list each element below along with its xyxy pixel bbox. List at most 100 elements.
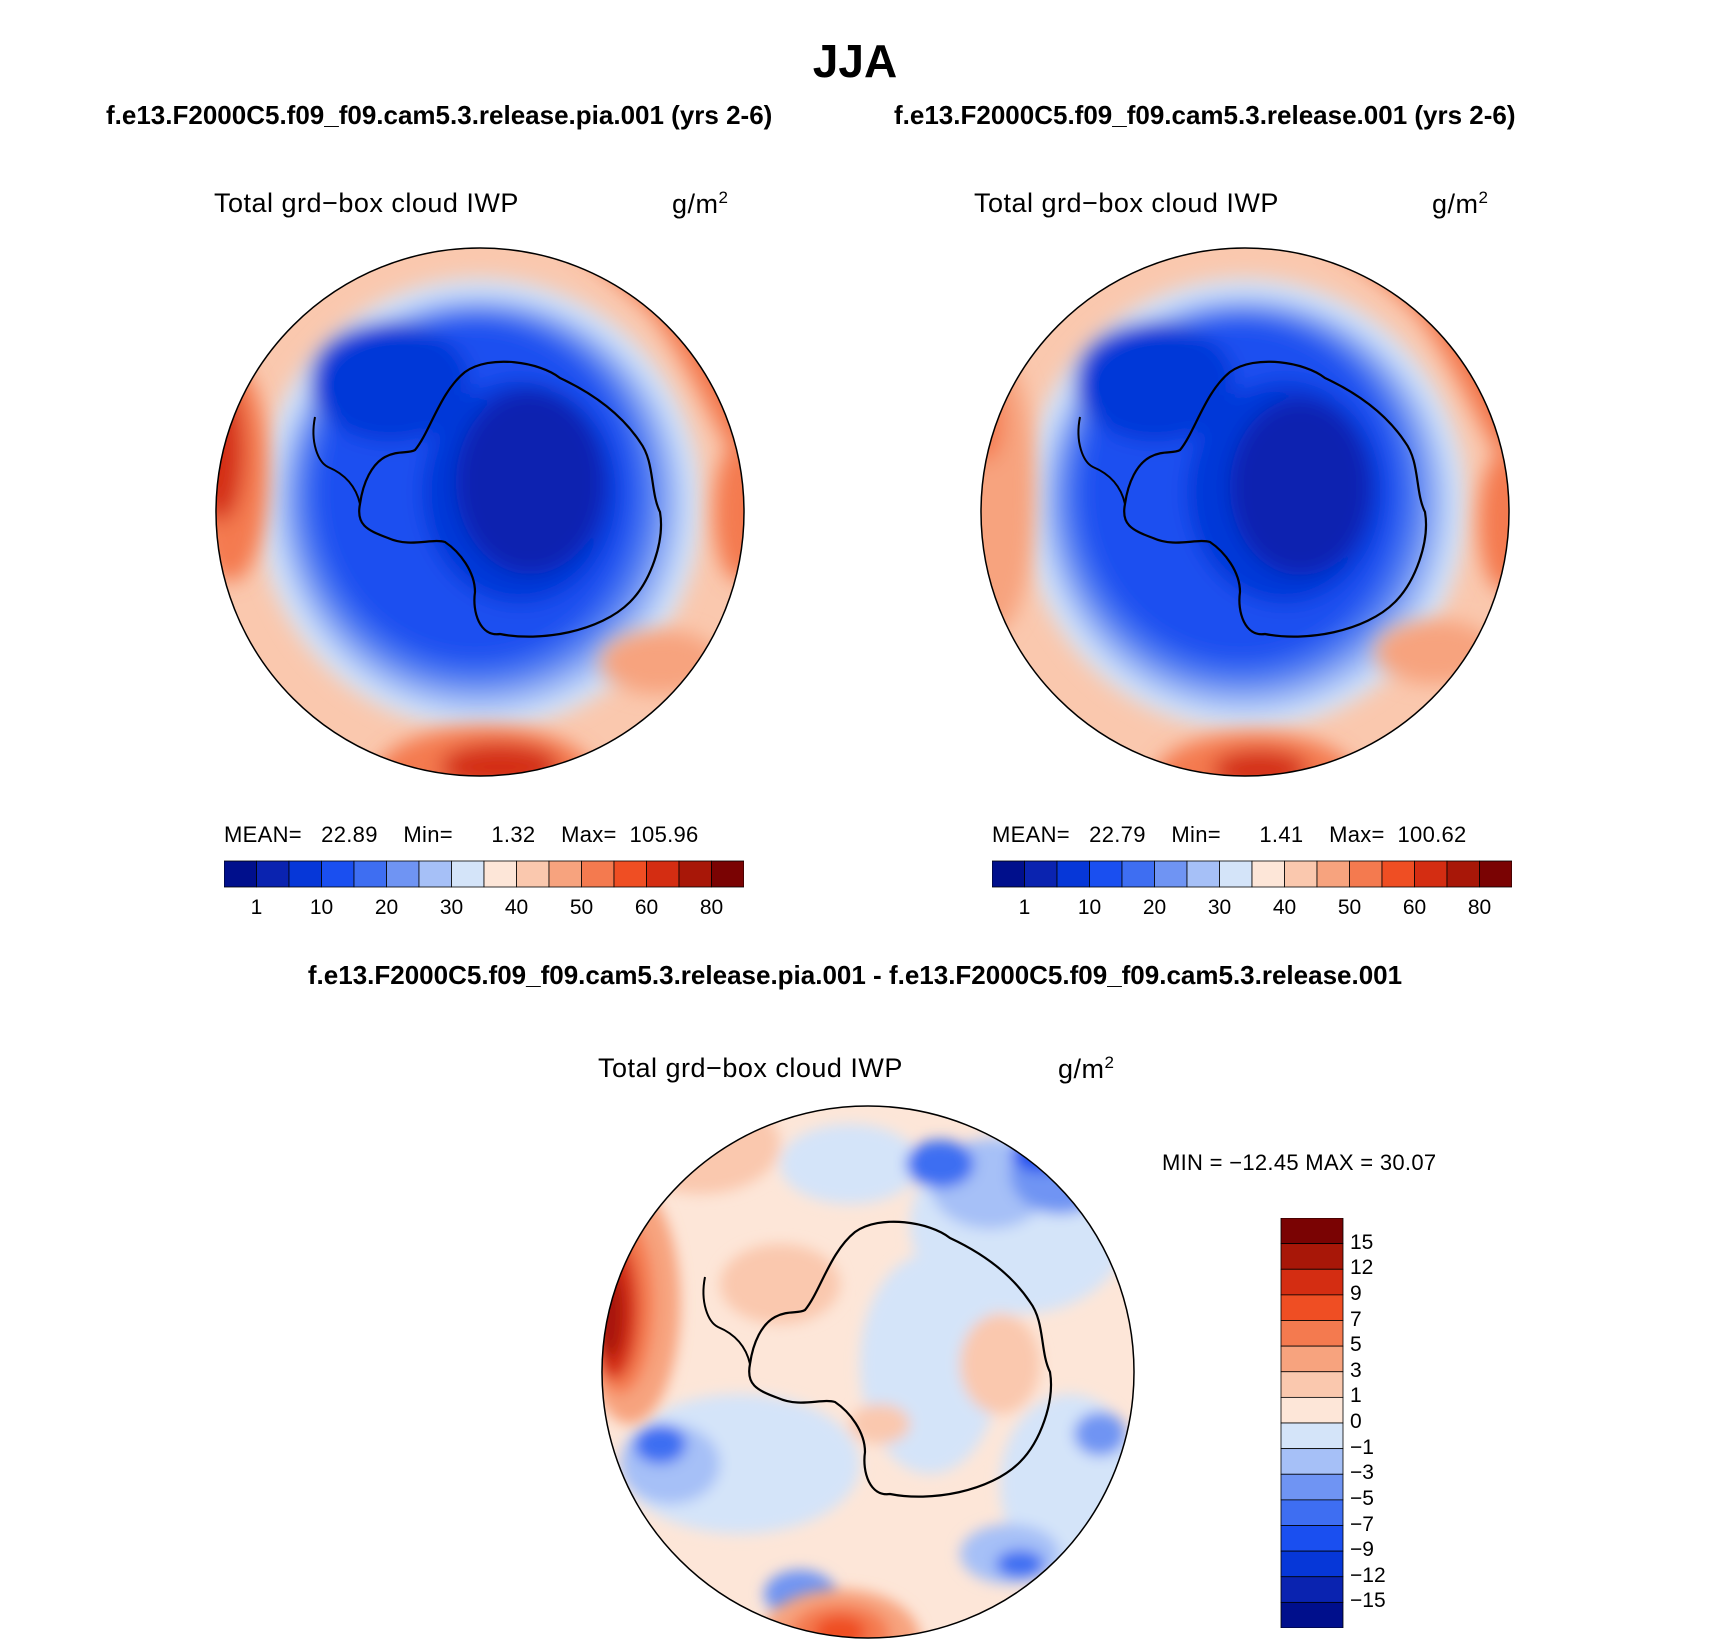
diff-colorbar-swatch [1280,1601,1344,1628]
diff-colorbar-tick-label: −15 [1350,1589,1386,1613]
diff-colorbar-swatch [1280,1294,1344,1321]
diff-colorbar [1280,1218,1344,1628]
diff-units-label: g/m2 [1058,1053,1114,1085]
left-colorbar-swatch [646,860,680,888]
left-mean-label: MEAN= [224,822,302,847]
diff-colorbar-swatch [1280,1525,1344,1552]
right-mean-value: 22.79 [1089,822,1146,847]
left-panel-case-title: f.e13.F2000C5.f09_f09.cam5.3.release.pia… [106,100,773,130]
left-colorbar [224,860,744,888]
right-colorbar-swatch [1089,860,1123,888]
right-min-label: Min= [1171,822,1221,847]
diff-colorbar-tick-label: −5 [1350,1486,1374,1510]
left-colorbar-tick-label: 80 [699,896,724,919]
right-colorbar-tick-label: 20 [1142,896,1167,919]
left-units-base: g/m [672,189,719,219]
right-panel-case-title: f.e13.F2000C5.f09_f09.cam5.3.release.001… [894,100,1516,130]
right-colorbar-swatch [992,860,1025,888]
left-mean-value: 22.89 [321,822,378,847]
right-colorbar-swatch [1186,860,1220,888]
left-colorbar-tick-label: 30 [439,896,464,919]
left-variable-label: Total grd−box cloud IWP [214,188,519,218]
difference-polar-map [600,1104,1136,1640]
right-units-base: g/m [1432,189,1479,219]
diff-variable-label: Total grd−box cloud IWP [598,1053,903,1083]
diff-colorbar-ticks: 15 12 9 7 5 3 1 0 −1 −3 −5 −7 −9 −12 −15 [1350,1218,1430,1628]
left-colorbar-swatch [581,860,615,888]
left-colorbar-ticks: 1 10 20 30 40 50 60 80 [224,896,744,922]
left-colorbar-tick-label: 20 [374,896,399,919]
diff-colorbar-tick-label: 3 [1350,1358,1362,1382]
right-colorbar-tick-label: 10 [1077,896,1102,919]
left-colorbar-tick-label: 10 [309,896,334,919]
diff-colorbar-tick-label: 7 [1350,1307,1362,1331]
diff-colorbar-swatch [1280,1320,1344,1347]
left-colorbar-swatch [483,860,517,888]
left-colorbar-tick-label: 50 [569,896,594,919]
left-max-label: Max= [561,822,617,847]
right-colorbar-swatch [1381,860,1415,888]
right-colorbar-swatch [1479,860,1512,888]
diff-colorbar-swatch [1280,1550,1344,1578]
right-colorbar-ticks: 1 10 20 30 40 50 60 80 [992,896,1512,922]
left-colorbar-swatch [353,860,387,888]
diff-colorbar-swatch [1280,1218,1344,1245]
left-stats: MEAN= 22.89 Min= 1.32 Max= 105.96 [224,822,699,848]
diff-colorbar-tick-label: 5 [1350,1333,1362,1357]
diff-colorbar-swatch [1280,1576,1344,1603]
right-colorbar-swatch [1316,860,1350,888]
left-colorbar-tick-label: 40 [504,896,529,919]
right-colorbar-swatch [1251,860,1285,888]
right-min-value: 1.41 [1259,822,1304,847]
left-polar-map [210,242,750,782]
difference-panel-title: f.e13.F2000C5.f09_f09.cam5.3.release.pia… [307,960,1403,990]
diff-colorbar-swatch [1280,1448,1344,1475]
diff-colorbar-tick-label: −7 [1350,1512,1374,1536]
diff-colorbar-tick-label: 9 [1350,1281,1362,1305]
diff-units-base: g/m [1058,1054,1105,1084]
right-colorbar-swatch [1024,860,1058,888]
left-colorbar-swatch [678,860,712,888]
right-max-label: Max= [1329,822,1385,847]
right-colorbar-swatch [1154,860,1188,888]
diff-units-exp: 2 [1104,1053,1115,1072]
right-colorbar-swatch [1284,860,1318,888]
right-colorbar-swatch [1349,860,1383,888]
right-units-exp: 2 [1478,188,1489,207]
right-mean-label: MEAN= [992,822,1070,847]
left-min-label: Min= [403,822,453,847]
right-colorbar-tick-label: 30 [1207,896,1232,919]
right-stats: MEAN= 22.79 Min= 1.41 Max= 100.62 [992,822,1467,848]
right-colorbar-tick-label: 50 [1337,896,1362,919]
left-colorbar-swatch [288,860,322,888]
diff-colorbar-swatch [1280,1371,1344,1398]
right-colorbar-tick-label: 1 [1018,896,1031,919]
diff-colorbar-tick-label: 15 [1350,1230,1374,1254]
right-max-value: 100.62 [1397,822,1467,847]
left-colorbar-swatch [256,860,290,888]
right-colorbar [992,860,1512,888]
diff-colorbar-tick-label: −12 [1350,1563,1386,1587]
left-colorbar-swatch [386,860,420,888]
diff-colorbar-swatch [1280,1243,1344,1270]
right-colorbar-swatch [1219,860,1253,888]
left-min-value: 1.32 [491,822,536,847]
left-colorbar-swatch [321,860,355,888]
figure-title: JJA [812,35,898,87]
left-units-exp: 2 [718,188,729,207]
diff-colorbar-swatch [1280,1345,1344,1373]
left-colorbar-tick-label: 1 [250,896,263,919]
right-polar-map [975,242,1515,782]
left-units-label: g/m2 [672,188,728,220]
diff-colorbar-tick-label: 12 [1350,1256,1374,1280]
left-max-value: 105.96 [629,822,699,847]
left-colorbar-swatch [711,860,744,888]
diff-colorbar-tick-label: −1 [1350,1435,1374,1459]
right-colorbar-swatch [1414,860,1448,888]
left-colorbar-swatch [418,860,452,888]
diff-colorbar-tick-label: 1 [1350,1384,1362,1408]
right-colorbar-swatch [1446,860,1480,888]
diff-minmax: MIN = −12.45 MAX = 30.07 [1162,1150,1437,1175]
right-colorbar-swatch [1056,860,1090,888]
right-colorbar-tick-label: 40 [1272,896,1297,919]
